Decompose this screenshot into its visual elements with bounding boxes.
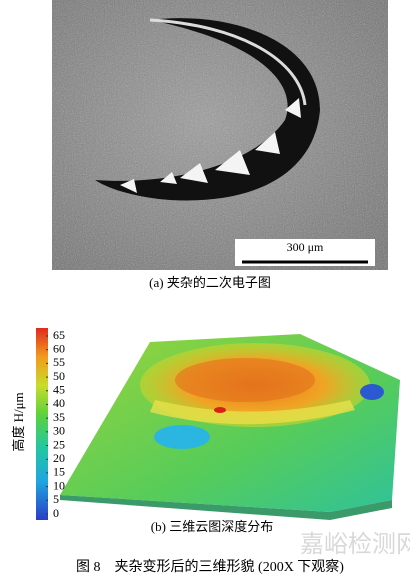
sem-image: 300 μm	[52, 0, 388, 270]
colorbar	[36, 328, 48, 520]
watermark: 嘉峪检测网	[300, 530, 410, 558]
figure-caption: 图 8 夹杂变形后的三维形貌 (200X 下观察)	[76, 558, 344, 575]
colorbar-tick-label: 10	[53, 478, 65, 492]
colorbar-label: 高度 H/μm	[11, 392, 26, 451]
colorbar-tick-label: 50	[53, 369, 65, 383]
caption-b: (b) 三维云图深度分布	[151, 519, 273, 534]
surface-plot	[60, 334, 400, 520]
colorbar-tick-label: 25	[53, 437, 65, 451]
scale-bar-label: 300 μm	[287, 240, 324, 254]
colorbar-tick-label: 20	[53, 451, 65, 465]
caption-a: (a) 夹杂的二次电子图	[149, 275, 271, 290]
colorbar-tick-label: 0	[53, 506, 59, 520]
colorbar-tick-label: 30	[53, 424, 65, 438]
colorbar-tick-label: 40	[53, 396, 65, 410]
colorbar-tick-label: 60	[53, 341, 65, 355]
colorbar-tick-label: 5	[53, 492, 59, 506]
colorbar-tick-label: 65	[53, 328, 65, 342]
colorbar-tick-label: 15	[53, 465, 65, 479]
colorbar-tick-label: 35	[53, 410, 65, 424]
colorbar-tick-label: 45	[53, 383, 65, 397]
colorbar-tick-label: 55	[53, 355, 65, 369]
